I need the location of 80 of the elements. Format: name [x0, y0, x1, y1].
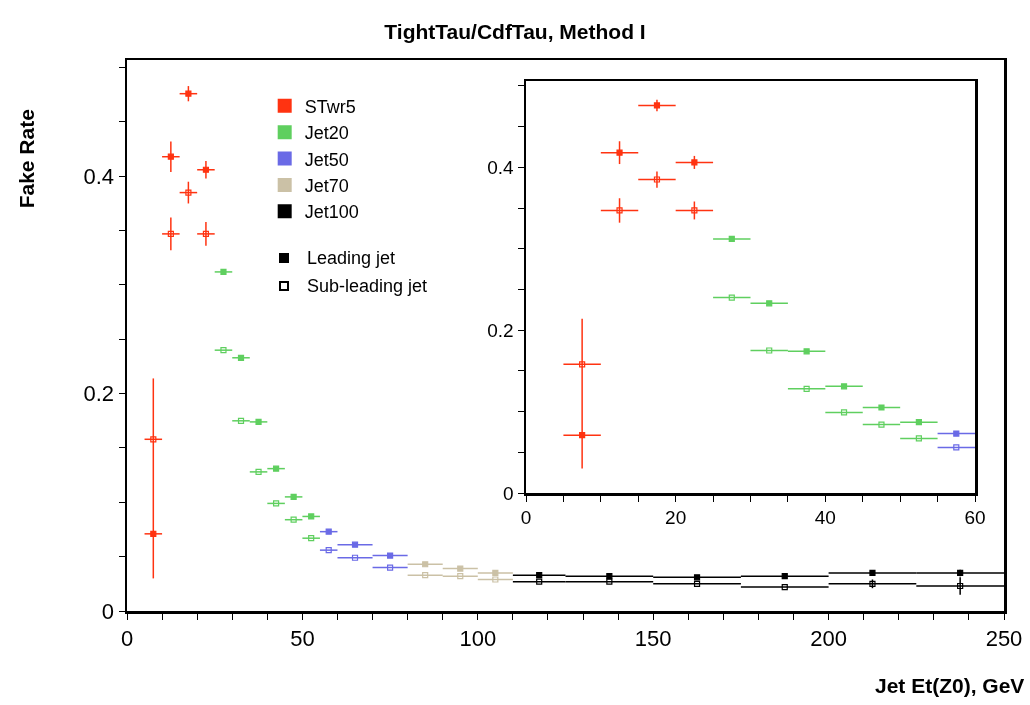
x-tick-label: 40	[814, 507, 836, 529]
point	[308, 513, 315, 520]
point	[167, 230, 174, 237]
point	[255, 468, 262, 475]
y-tick-label: 0.2	[83, 381, 115, 407]
point	[351, 554, 359, 561]
y-tick-label: 0.2	[487, 319, 514, 341]
y-tick-label: 0.4	[487, 156, 515, 178]
x-tick-label: 0	[520, 507, 532, 529]
chart-title: TightTau/CdfTau, Method I	[384, 20, 646, 44]
point	[616, 149, 623, 156]
point	[351, 541, 359, 548]
point	[255, 418, 262, 425]
point	[290, 493, 297, 500]
point	[325, 547, 332, 554]
legend-label: STwr5	[304, 96, 356, 117]
x-tick-label: 50	[290, 625, 315, 651]
x-tick-label: 0	[120, 625, 134, 651]
point	[691, 207, 698, 214]
point	[766, 347, 773, 354]
x-tick-label: 60	[964, 507, 986, 529]
point	[840, 409, 848, 416]
point	[422, 572, 429, 579]
point	[728, 235, 735, 243]
point	[953, 444, 960, 451]
x-axis-title: Jet Et(Z0), GeV	[875, 674, 1025, 697]
legend-label: Jet50	[304, 149, 349, 170]
point	[220, 347, 227, 354]
annotation: Sub-leading jet	[307, 276, 428, 296]
x-tick-label: 200	[810, 625, 847, 651]
point	[691, 159, 698, 166]
point	[150, 530, 157, 537]
y-tick-label: 0	[503, 482, 514, 504]
point	[803, 348, 810, 355]
point	[653, 176, 661, 183]
point	[878, 404, 885, 411]
point	[915, 435, 922, 442]
point	[220, 268, 227, 276]
point	[492, 576, 499, 583]
point	[878, 421, 885, 428]
point	[202, 230, 210, 237]
y-tick-label: 0.4	[83, 163, 115, 189]
x-tick-label: 20	[665, 507, 687, 529]
y-tick-label: 0	[101, 598, 115, 624]
x-tick-label: 100	[459, 625, 497, 651]
point	[150, 436, 157, 443]
point	[325, 528, 332, 535]
point	[728, 294, 735, 301]
point	[272, 500, 280, 507]
point	[202, 166, 210, 173]
legend-label: Jet70	[304, 175, 349, 196]
legend-label: Jet20	[304, 123, 349, 144]
point	[579, 361, 586, 368]
annotation: Leading jet	[307, 248, 396, 268]
point	[616, 207, 623, 214]
point	[803, 385, 810, 392]
point	[422, 561, 429, 568]
point	[457, 565, 464, 572]
point	[387, 564, 394, 571]
point	[290, 516, 297, 523]
point	[953, 430, 960, 437]
x-tick-label: 250	[985, 625, 1023, 651]
point	[492, 569, 499, 577]
point	[457, 573, 464, 580]
point	[387, 552, 394, 559]
x-tick-label: 150	[634, 625, 672, 651]
point	[237, 417, 245, 424]
point	[957, 582, 964, 590]
point	[167, 153, 174, 160]
y-axis-title: Fake Rate	[14, 109, 38, 209]
point	[915, 419, 922, 426]
point	[272, 465, 280, 472]
point	[185, 189, 192, 196]
point	[579, 432, 586, 439]
point	[766, 300, 773, 307]
point	[840, 383, 848, 390]
point	[237, 354, 245, 361]
legend-label: Jet100	[304, 202, 359, 223]
point	[185, 90, 192, 97]
point	[308, 535, 315, 542]
